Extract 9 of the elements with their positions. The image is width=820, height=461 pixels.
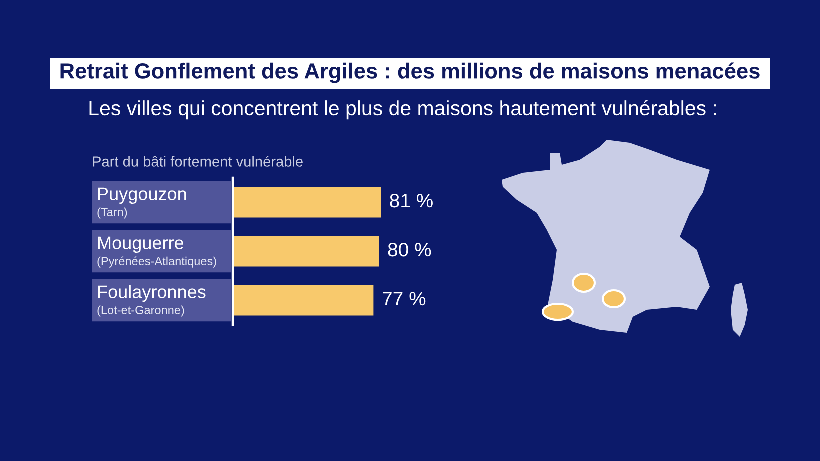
data-label: 80 % — [388, 242, 432, 257]
y-tick-label: Foulayronnes (Lot-et-Garonne) — [98, 285, 206, 317]
chart-title: Retrait Gonflement des Argiles : des millions de maisons menacées — [60, 62, 760, 84]
y-tick-label: Puygouzon (Tarn) — [98, 188, 186, 219]
y-tick-label: Mouguerre (Pyrénées-Atlantiques) — [98, 236, 216, 268]
x-axis-title: Part du bâti fortement vulnérable — [93, 156, 303, 167]
chart-subtitle: Les villes qui concentrent le plus de maisons hautement vulnérables : — [90, 100, 716, 120]
data-label: 81 % — [390, 194, 433, 208]
data-label: 77 % — [383, 292, 426, 306]
